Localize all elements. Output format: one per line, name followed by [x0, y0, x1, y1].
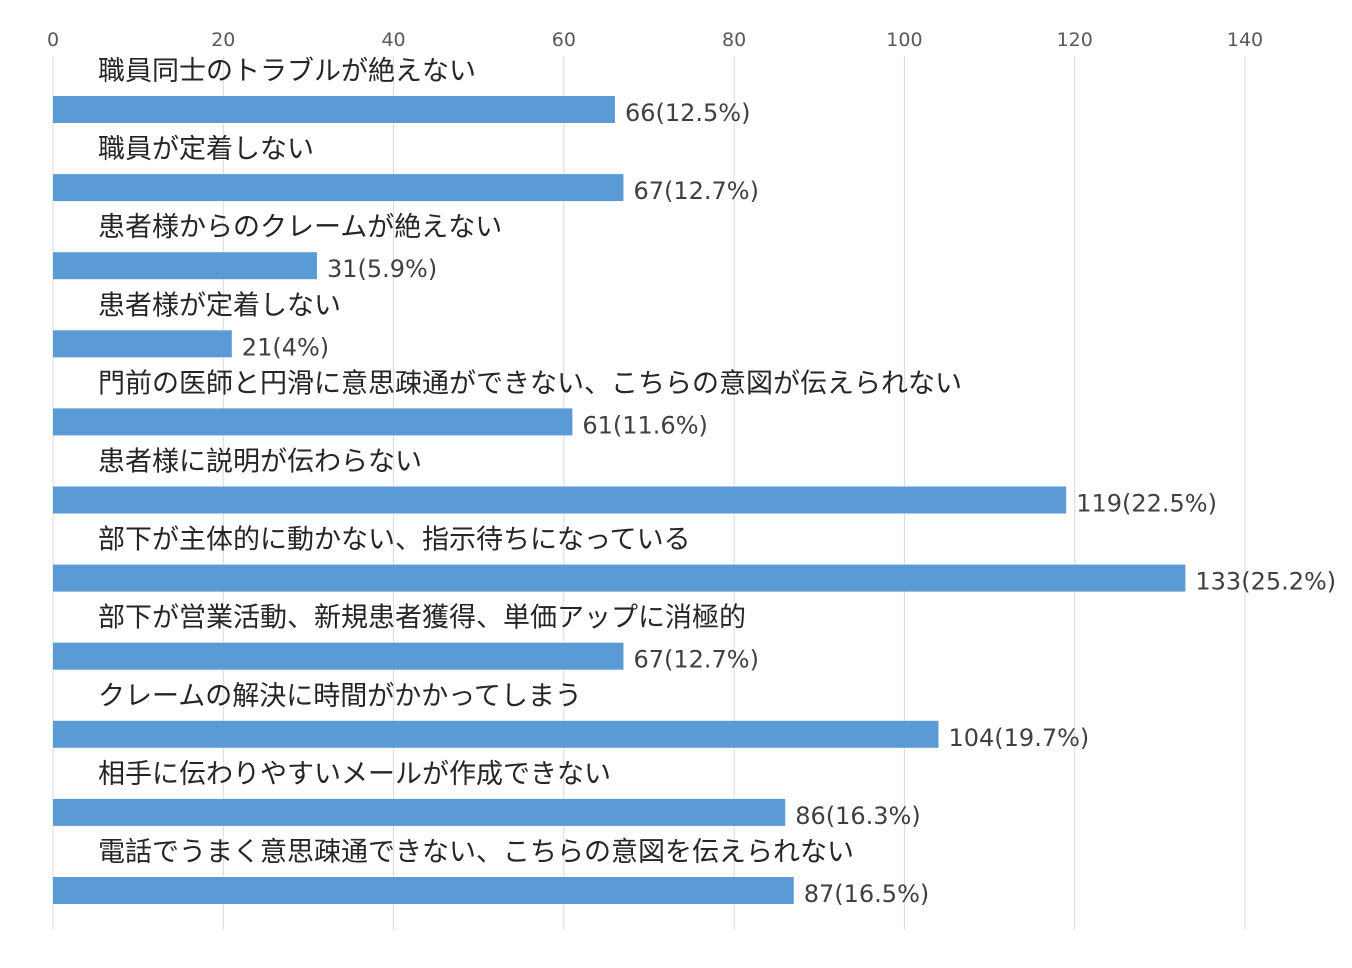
data-label: 119(22.5%)	[1076, 490, 1217, 518]
x-tick-label: 20	[211, 29, 235, 51]
category-label: 門前の医師と円滑に意思疎通ができない、こちらの意図が伝えられない	[98, 368, 962, 399]
data-label: 66(12.5%)	[625, 99, 751, 127]
category-label: 部下が営業活動、新規患者獲得、単価アップに消極的	[98, 603, 746, 634]
bars	[53, 96, 1186, 904]
category-label: 患者様からのクレームが絶えない	[98, 212, 502, 243]
bar	[53, 877, 794, 904]
data-labels: 66(12.5%) 67(12.7%) 31(5.9%) 21(4%) 61(11.6%…	[242, 99, 1336, 908]
category-label: 職員同士のトラブルが絶えない	[98, 56, 476, 87]
bar	[53, 330, 232, 358]
x-tick-label: 80	[722, 29, 746, 51]
x-tick-label: 140	[1227, 29, 1263, 51]
x-tick-label: 100	[886, 29, 922, 51]
bar	[53, 642, 624, 670]
bar	[53, 96, 615, 123]
data-label: 61(11.6%)	[582, 411, 708, 439]
category-labels: 職員同士のトラブルが絶えない職員が定着しない患者様からのクレームが絶えない患者様…	[98, 56, 962, 868]
bar	[53, 798, 786, 826]
category-label: クレームの解決に時間がかかってしまう	[98, 681, 582, 712]
x-axis-ticks: 0 20 40 60 80 100 120 140	[47, 29, 1263, 51]
data-label: 67(12.7%)	[633, 646, 759, 674]
data-label: 67(12.7%)	[633, 177, 759, 205]
x-tick-label: 0	[47, 29, 59, 51]
bar	[53, 408, 573, 436]
bar	[53, 564, 1186, 592]
bar	[53, 252, 317, 280]
category-label: 患者様が定着しない	[98, 290, 341, 321]
x-tick-label: 40	[381, 29, 405, 51]
bar	[53, 174, 624, 202]
x-tick-label: 120	[1057, 29, 1093, 51]
data-label: 87(16.5%)	[804, 880, 930, 908]
category-label: 患者様に説明が伝わらない	[98, 447, 422, 478]
data-label: 133(25.2%)	[1195, 568, 1336, 596]
data-label: 31(5.9%)	[327, 255, 437, 283]
data-label: 104(19.7%)	[948, 724, 1089, 752]
category-label: 電話でうまく意思疎通できない、こちらの意図を伝えられない	[98, 837, 854, 868]
data-label: 21(4%)	[242, 333, 329, 361]
bar	[53, 720, 939, 748]
category-label: 部下が主体的に動かない、指示待ちになっている	[98, 525, 691, 556]
category-label: 職員が定着しない	[98, 134, 314, 165]
category-label: 相手に伝わりやすいメールが作成できない	[98, 759, 611, 790]
x-tick-label: 60	[552, 29, 576, 51]
bar	[53, 486, 1067, 514]
data-label: 86(16.3%)	[795, 802, 921, 830]
